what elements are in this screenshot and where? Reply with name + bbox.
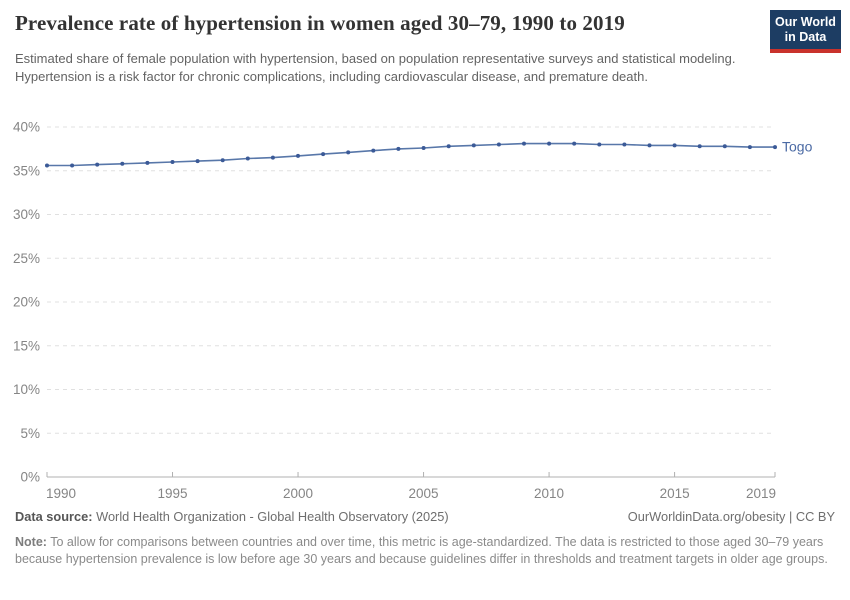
x-tick-label-2000: 2000 xyxy=(283,486,313,501)
data-point-togo-2001[interactable] xyxy=(321,152,326,157)
data-point-togo-2013[interactable] xyxy=(622,142,627,147)
y-tick-label-15: 15% xyxy=(13,338,40,353)
data-point-togo-2016[interactable] xyxy=(697,144,702,149)
data-point-togo-1994[interactable] xyxy=(145,160,150,165)
owid-logo-line2: in Data xyxy=(784,30,827,44)
data-point-togo-1995[interactable] xyxy=(170,160,175,164)
chart-subtitle: Estimated share of female population wit… xyxy=(15,51,736,84)
data-point-togo-2009[interactable] xyxy=(522,141,526,146)
x-tick-label-1990: 1990 xyxy=(46,486,76,501)
data-point-togo-1992[interactable] xyxy=(95,162,100,167)
x-tick-label-2019: 2019 xyxy=(746,486,776,501)
data-point-togo-2012[interactable] xyxy=(597,142,602,147)
data-point-togo-2017[interactable] xyxy=(722,144,727,149)
owid-logo: Our World in Data xyxy=(770,10,841,53)
x-tick-label-2010: 2010 xyxy=(534,486,564,501)
data-point-togo-1991[interactable] xyxy=(70,163,75,168)
data-point-togo-2018[interactable] xyxy=(747,145,752,150)
credit-link[interactable]: OurWorldinData.org/obesity | CC BY xyxy=(627,509,835,524)
owid-logo-line1: Our World xyxy=(775,15,836,29)
chart-note-label: Note: xyxy=(15,535,47,549)
data-point-togo-2008[interactable] xyxy=(496,142,501,147)
data-point-togo-2002[interactable] xyxy=(346,150,351,155)
y-tick-label-30: 30% xyxy=(13,207,40,222)
data-point-togo-1997[interactable] xyxy=(220,158,225,163)
data-point-togo-1993[interactable] xyxy=(120,161,125,166)
data-point-togo-2003[interactable] xyxy=(371,148,376,153)
y-tick-label-25: 25% xyxy=(13,251,40,266)
line-chart[interactable]: 0% 5% 10% 15% 20% 25% 30% 35% 40% 1990 1995 2000 200… xyxy=(0,113,850,508)
series-label-togo[interactable]: Togo xyxy=(782,139,813,155)
y-tick-label-0: 0% xyxy=(20,470,40,485)
data-source-label: Data source: xyxy=(15,509,93,524)
y-tick-label-35: 35% xyxy=(13,163,40,178)
data-point-togo-2014[interactable] xyxy=(647,143,652,148)
data-point-togo-2015[interactable] xyxy=(672,143,677,148)
y-tick-label-40: 40% xyxy=(13,120,40,135)
data-point-togo-1996[interactable] xyxy=(195,159,200,164)
data-point-togo-1998[interactable] xyxy=(245,156,250,161)
data-point-togo-2007[interactable] xyxy=(471,143,476,148)
data-point-togo-2011[interactable] xyxy=(572,141,577,146)
chart-note-text: To allow for comparisons between countri… xyxy=(15,535,828,566)
page-title: Prevalence rate of hypertension in women… xyxy=(15,11,625,35)
data-source: Data source: World Health Organization -… xyxy=(15,509,449,524)
chart-canvas[interactable]: 0% 5% 10% 15% 20% 25% 30% 35% 40% 1990 1995 2000 200… xyxy=(0,113,850,508)
data-line-togo[interactable] xyxy=(46,142,776,167)
x-tick-label-2005: 2005 xyxy=(409,486,439,501)
data-point-togo-2004[interactable] xyxy=(396,146,401,151)
chart-note: Note: To allow for comparisons between c… xyxy=(15,534,837,567)
footer-source-row: Data source: World Health Organization -… xyxy=(15,509,835,524)
y-tick-label-5: 5% xyxy=(20,426,40,441)
data-point-togo-2000[interactable] xyxy=(296,153,300,158)
data-point-togo-2019[interactable] xyxy=(773,145,777,150)
data-point-togo-2006[interactable] xyxy=(446,144,451,149)
y-tick-label-20: 20% xyxy=(13,295,40,310)
y-tick-label-10: 10% xyxy=(13,382,40,397)
x-tick-label-1995: 1995 xyxy=(157,486,187,501)
data-source-text: World Health Organization - Global Healt… xyxy=(96,509,449,524)
data-point-togo-2010[interactable] xyxy=(547,141,552,146)
data-point-togo-1990[interactable] xyxy=(45,163,49,168)
data-point-togo-1999[interactable] xyxy=(270,155,275,160)
x-tick-label-2015: 2015 xyxy=(660,486,690,501)
data-point-togo-2005[interactable] xyxy=(421,146,426,150)
